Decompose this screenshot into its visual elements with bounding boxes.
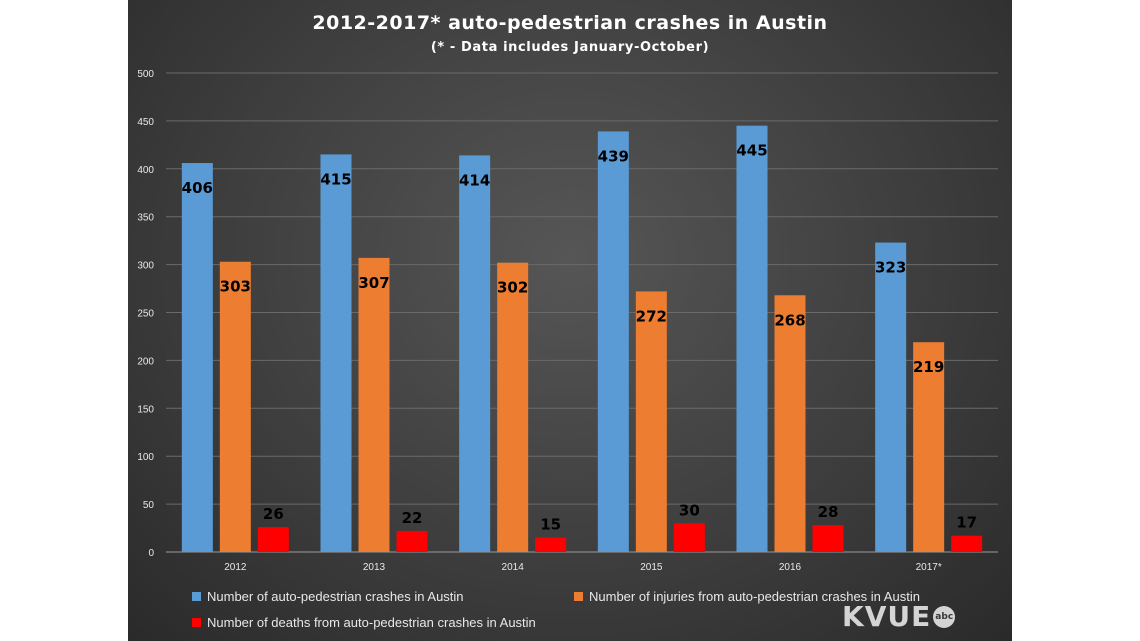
bar: [181, 163, 213, 552]
data-label: 303: [220, 278, 251, 296]
bar: [597, 131, 629, 553]
x-tick-label: 2017*: [916, 562, 942, 573]
bar: [535, 537, 567, 552]
y-tick-label: 300: [137, 261, 154, 272]
bar: [812, 525, 844, 552]
bar: [396, 530, 428, 552]
data-label: 272: [636, 307, 667, 325]
x-tick-label: 2015: [640, 562, 663, 573]
data-label: 415: [320, 170, 351, 188]
bar: [320, 154, 352, 552]
bar: [774, 295, 806, 552]
data-label: 445: [736, 142, 767, 160]
bar: [257, 527, 289, 552]
data-label: 30: [679, 501, 700, 519]
data-label: 268: [774, 311, 805, 329]
bar: [875, 242, 907, 553]
y-tick-label: 150: [137, 404, 154, 415]
x-tick-label: 2014: [502, 562, 525, 573]
data-label: 406: [182, 179, 213, 197]
bar: [635, 291, 667, 552]
data-label: 28: [818, 503, 839, 521]
y-tick-label: 450: [137, 117, 154, 128]
data-label: 414: [459, 171, 490, 189]
y-tick-label: 350: [137, 213, 154, 224]
abc-logo-badge: abc: [933, 605, 956, 628]
bar: [913, 342, 945, 552]
bar: [951, 535, 983, 552]
data-label: 26: [263, 505, 284, 523]
bar: [673, 523, 705, 552]
data-labels: 406 303 26 415 307 22 414 302 15 439 272 30 445 268 28…: [182, 142, 977, 534]
y-tick-label: 500: [137, 69, 154, 80]
data-label: 307: [358, 274, 389, 292]
x-tick-label: 2012: [224, 562, 247, 573]
bar: [358, 257, 390, 552]
y-tick-label: 100: [137, 452, 154, 463]
bars: [181, 125, 983, 553]
y-tick-label: 400: [137, 165, 154, 176]
bar: [497, 262, 529, 552]
logo-text: KVUE: [842, 600, 932, 633]
x-tick-label: 2013: [363, 562, 386, 573]
chart-frame: 2012-2017* auto-pedestrian crashes in Au…: [128, 0, 1012, 641]
bar-chart: 0 50 100 150 200 250 300 350 400 450 500 2012 2013 20…: [137, 69, 998, 573]
axes: 0 50 100 150 200 250 300 350 400 450 500 2012 2013 20…: [137, 69, 998, 573]
data-label: 22: [402, 509, 423, 527]
bar: [219, 261, 251, 552]
chart-title: 2012-2017* auto-pedestrian crashes in Au…: [312, 12, 828, 34]
data-label: 17: [956, 514, 977, 532]
y-tick-label: 50: [143, 500, 155, 511]
x-tick-label: 2016: [779, 562, 802, 573]
gridlines: [166, 72, 998, 505]
y-tick-label: 0: [148, 548, 154, 559]
data-label: 15: [540, 516, 561, 534]
data-label: 439: [598, 147, 629, 165]
y-tick-label: 200: [137, 356, 154, 367]
bar: [736, 125, 768, 552]
data-label: 302: [497, 279, 528, 297]
data-label: 219: [913, 358, 944, 376]
kvue-logo: KVUE abc: [842, 600, 956, 633]
chart-subtitle: (* - Data includes January-October): [430, 40, 710, 55]
bar: [459, 155, 491, 552]
y-tick-label: 250: [137, 309, 154, 320]
data-label: 323: [875, 259, 906, 277]
